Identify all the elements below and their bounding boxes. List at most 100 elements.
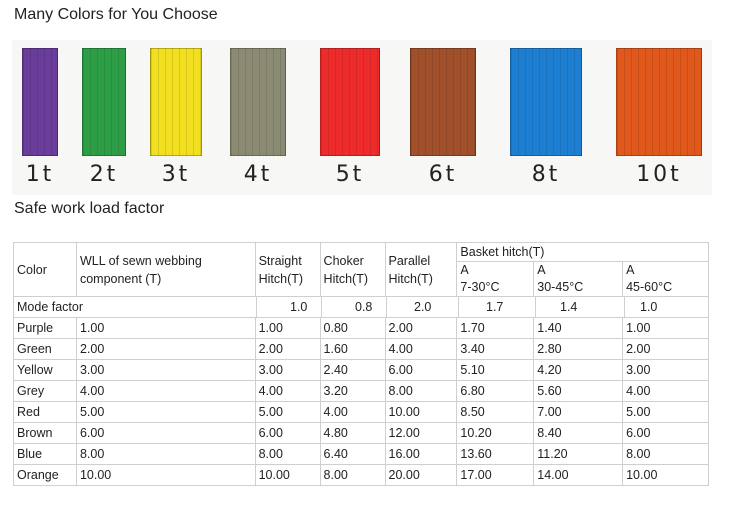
cell-basket-7-30: 10.20 [456, 422, 535, 444]
cell-color: Purple [13, 317, 77, 339]
cell-basket-45-60: 8.00 [622, 443, 709, 465]
mode-factor-value: 1.0 [290, 300, 308, 314]
cell-basket-30-45: 7.00 [533, 401, 624, 423]
cell-basket-30-45: 4.20 [533, 359, 624, 381]
swatch-label-2t: 2t [89, 162, 119, 187]
cell-basket-45-60: 5.00 [622, 401, 709, 423]
cell-wll: 5.00 [75, 401, 256, 423]
header-basket-a2: A 30-45°C [533, 261, 624, 297]
header-basket: Basket hitch(T) [456, 242, 709, 262]
header-straight: Straight Hitch(T) [254, 242, 321, 297]
cell-basket-7-30: 17.00 [456, 464, 535, 486]
webbing-swatch-strip: 1t 2t 3t 4t 5t 6t 8t 10t [12, 40, 712, 195]
swatch-label-8t: 8t [531, 162, 561, 187]
angle-range: 30-45°C [537, 280, 584, 294]
angle-range: 45-60°C [626, 280, 673, 294]
colors-heading: Many Colors for You Choose [14, 6, 218, 23]
cell-basket-45-60: 6.00 [622, 422, 709, 444]
cell-basket-7-30: 3.40 [456, 338, 535, 360]
cell-basket-45-60: 10.00 [622, 464, 709, 486]
cell-basket-30-45: 8.40 [533, 422, 624, 444]
swatch-8t [510, 48, 582, 156]
cell-parallel: 4.00 [384, 338, 458, 360]
cell-choker: 4.00 [319, 401, 386, 423]
cell-basket-7-30: 6.80 [456, 380, 535, 402]
subheader-row: A 7-30°C A 30-45°C A 45-60°C [14, 261, 709, 297]
cell-choker: 8.00 [319, 464, 386, 486]
cell-choker: 0.80 [319, 317, 386, 339]
cell-basket-7-30: 8.50 [456, 401, 535, 423]
cell-wll: 1.00 [75, 317, 256, 339]
cell-straight: 10.00 [254, 464, 321, 486]
table-row: Green 2.00 2.00 1.60 4.00 3.40 2.80 2.00 [13, 338, 709, 360]
cell-basket-30-45: 2.80 [533, 338, 624, 360]
cell-choker: 3.20 [319, 380, 386, 402]
cell-parallel: 2.00 [384, 317, 458, 339]
cell-basket-30-45: 11.20 [533, 443, 624, 465]
cell-basket-7-30: 5.10 [456, 359, 535, 381]
header-basket-a3: A 45-60°C [622, 261, 709, 297]
cell-wll: 6.00 [75, 422, 256, 444]
cell-color: Blue [13, 443, 77, 465]
header-basket-a1: A 7-30°C [456, 261, 535, 297]
mode-factor-value: 1.7 [486, 300, 504, 314]
cell-basket-30-45: 5.60 [533, 380, 624, 402]
mode-factor-cell: Mode factor 1.0 0.8 2.0 1.7 1.4 1.0 [13, 296, 709, 318]
cell-wll: 4.00 [75, 380, 256, 402]
swatch-label-6t: 6t [428, 162, 458, 187]
cell-straight: 8.00 [254, 443, 321, 465]
cell-parallel: 20.00 [384, 464, 458, 486]
mode-factor-value: 1.0 [640, 300, 658, 314]
table-row: Purple 1.00 1.00 0.80 2.00 1.70 1.40 1.00 [13, 317, 709, 339]
cell-wll: 3.00 [75, 359, 256, 381]
table-row: Grey 4.00 4.00 3.20 8.00 6.80 5.60 4.00 [13, 380, 709, 402]
cell-parallel: 8.00 [384, 380, 458, 402]
header-wll: WLL of sewn webbing component (T) [75, 242, 256, 297]
swatch-5t [320, 48, 380, 156]
cell-wll: 8.00 [75, 443, 256, 465]
header-parallel: Parallel Hitch(T) [384, 242, 458, 297]
cell-straight: 5.00 [254, 401, 321, 423]
swatch-1t [22, 48, 58, 156]
angle-symbol: A [537, 263, 546, 277]
cell-straight: 3.00 [254, 359, 321, 381]
mode-factor-value: 0.8 [355, 300, 373, 314]
swatch-label-1t: 1t [25, 162, 55, 187]
mode-factor-value: 1.4 [560, 300, 578, 314]
cell-choker: 2.40 [319, 359, 386, 381]
cell-basket-7-30: 13.60 [456, 443, 535, 465]
swatch-3t [150, 48, 202, 156]
swatch-6t [410, 48, 476, 156]
angle-symbol: A [626, 263, 635, 277]
mode-factor-value: 2.0 [414, 300, 432, 314]
swatch-10t [616, 48, 702, 156]
angle-range: 7-30°C [460, 280, 500, 294]
swatch-label-4t: 4t [243, 162, 273, 187]
header-choker: Choker Hitch(T) [319, 242, 386, 297]
header-row: Color WLL of sewn webbing component (T) … [13, 242, 709, 297]
cell-basket-7-30: 1.70 [456, 317, 535, 339]
cell-basket-45-60: 2.00 [622, 338, 709, 360]
table-row: Orange 10.00 10.00 8.00 20.00 17.00 14.00 10.00 [13, 464, 709, 486]
wll-table: Color WLL of sewn webbing component (T) … [13, 242, 709, 486]
cell-color: Green [13, 338, 77, 360]
cell-choker: 4.80 [319, 422, 386, 444]
swl-heading: Safe work load factor [14, 200, 165, 217]
swatch-label-10t: 10t [636, 162, 682, 187]
swatch-2t [82, 48, 126, 156]
swatch-label-3t: 3t [161, 162, 191, 187]
cell-straight: 4.00 [254, 380, 321, 402]
table-row: Yellow 3.00 3.00 2.40 6.00 5.10 4.20 3.00 [13, 359, 709, 381]
cell-parallel: 6.00 [384, 359, 458, 381]
cell-wll: 2.00 [75, 338, 256, 360]
cell-color: Grey [13, 380, 77, 402]
angle-symbol: A [460, 263, 469, 277]
cell-straight: 1.00 [254, 317, 321, 339]
mode-factor-label: Mode factor [17, 300, 84, 314]
cell-straight: 2.00 [254, 338, 321, 360]
cell-basket-45-60: 4.00 [622, 380, 709, 402]
cell-choker: 6.40 [319, 443, 386, 465]
cell-basket-30-45: 14.00 [533, 464, 624, 486]
cell-color: Yellow [13, 359, 77, 381]
cell-basket-30-45: 1.40 [533, 317, 624, 339]
